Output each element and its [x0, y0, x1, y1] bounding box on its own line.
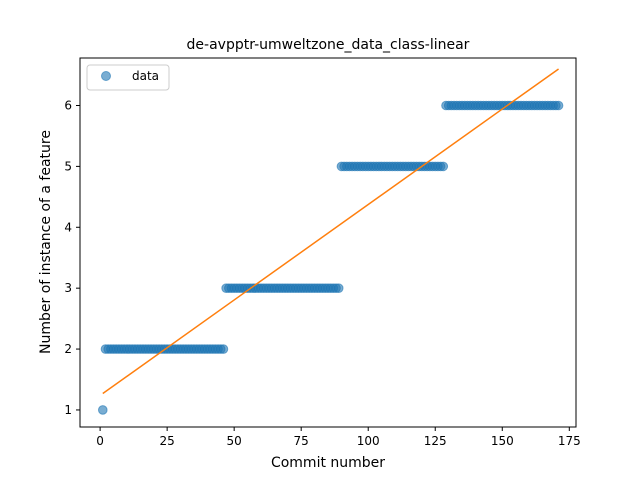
y-tick-label: 5: [64, 159, 72, 173]
data-point: [218, 344, 229, 354]
data-point: [97, 405, 108, 415]
legend: data: [86, 64, 170, 91]
x-tick-label: 150: [491, 434, 514, 448]
fit-line: [102, 68, 560, 395]
x-axis-label: Commit number: [271, 455, 385, 471]
legend-label-data: data: [132, 69, 159, 83]
x-tick-label: 125: [424, 434, 447, 448]
x-tick-label: 100: [357, 434, 380, 448]
data-point: [438, 161, 449, 172]
x-axis: 0 25 50 75 100 125 150 175: [96, 427, 581, 448]
y-tick-label: 6: [64, 99, 72, 113]
y-axis-label: Number of instance of a feature: [38, 130, 54, 354]
x-tick-label: 175: [558, 434, 581, 448]
x-tick-label: 50: [227, 434, 242, 448]
legend-marker-data: [101, 71, 111, 81]
y-tick-label: 1: [64, 403, 72, 417]
data-point: [333, 283, 344, 293]
data-point: [553, 100, 564, 111]
x-tick-label: 0: [96, 434, 104, 448]
y-axis: 1 2 3 4 5 6: [64, 99, 80, 417]
x-tick-label: 75: [294, 434, 309, 448]
plot-frame: [79, 57, 577, 428]
x-tick-label: 25: [159, 434, 174, 448]
plot-area: [97, 68, 564, 415]
chart-title: de-avpptr-umweltzone_data_class-linear: [187, 37, 470, 53]
y-tick-label: 4: [64, 220, 72, 234]
y-tick-label: 3: [64, 281, 72, 295]
y-tick-label: 2: [64, 342, 72, 356]
